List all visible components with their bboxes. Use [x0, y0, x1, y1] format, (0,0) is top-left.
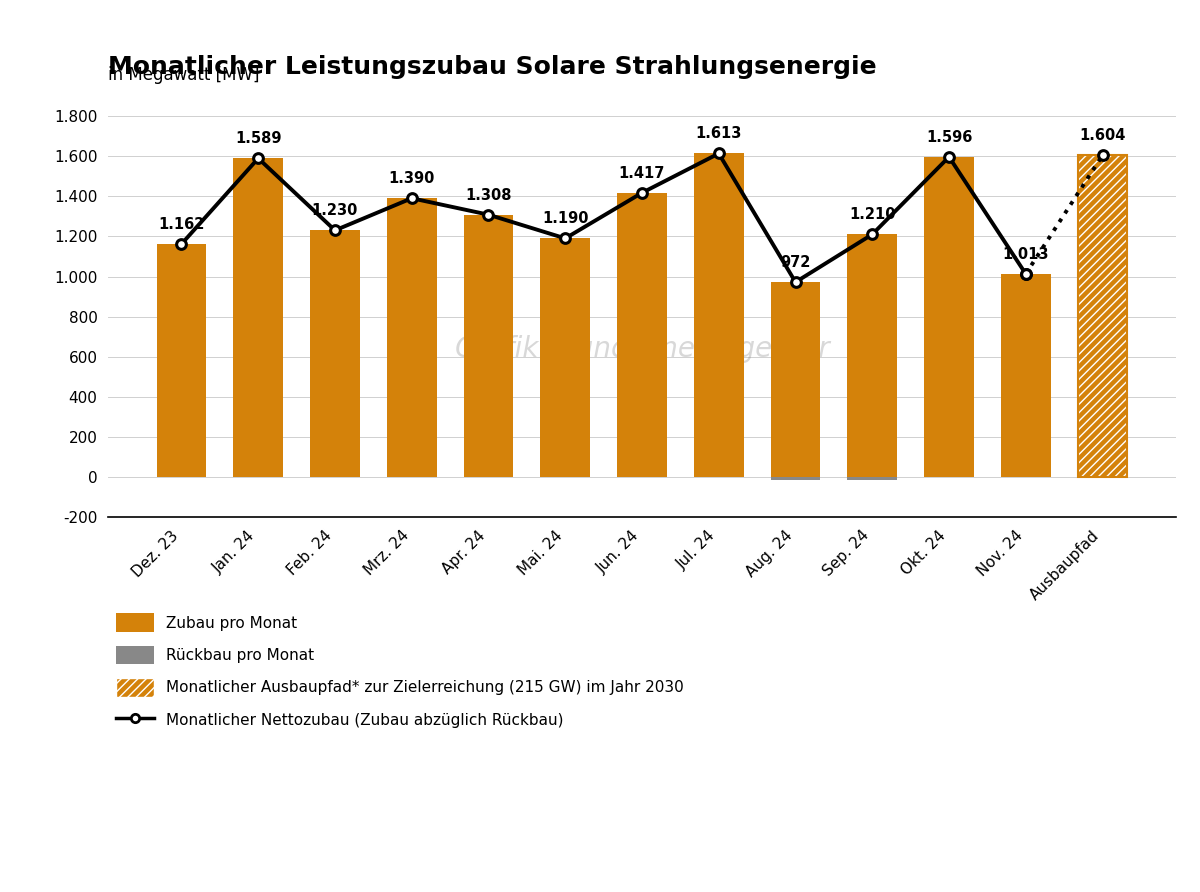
Text: 1.613: 1.613: [696, 127, 742, 142]
Text: 972: 972: [780, 255, 811, 270]
Bar: [463, 215, 514, 477]
Text: 1.190: 1.190: [542, 211, 588, 227]
Text: 1.230: 1.230: [312, 203, 358, 219]
Bar: [386, 198, 437, 477]
Text: 1.162: 1.162: [158, 217, 205, 232]
Bar: [1078, 155, 1128, 477]
Bar: [540, 238, 590, 477]
Text: 1.210: 1.210: [850, 207, 895, 222]
Text: 1.589: 1.589: [235, 131, 282, 146]
Text: 1.013: 1.013: [1002, 247, 1049, 262]
Bar: [1078, 155, 1128, 477]
Text: in Megawatt [MW]: in Megawatt [MW]: [108, 66, 259, 84]
Bar: [1001, 274, 1051, 477]
Bar: [770, 282, 821, 477]
Text: Grafik: Bundesnetzagentur: Grafik: Bundesnetzagentur: [455, 334, 829, 363]
Text: 1.308: 1.308: [466, 187, 511, 202]
Text: 1.596: 1.596: [926, 130, 972, 145]
Bar: [924, 157, 974, 477]
Bar: [310, 230, 360, 477]
Text: 1.417: 1.417: [619, 166, 665, 181]
Bar: [233, 158, 283, 477]
Bar: [770, 477, 821, 480]
Text: 1.604: 1.604: [1079, 128, 1126, 144]
Bar: [156, 244, 206, 477]
Bar: [847, 477, 898, 480]
Text: 1.390: 1.390: [389, 171, 434, 186]
Bar: [694, 153, 744, 477]
Legend: Zubau pro Monat, Rückbau pro Monat, Monatlicher Ausbaupfad* zur Zielerreichung (: Zubau pro Monat, Rückbau pro Monat, Mona…: [115, 614, 684, 729]
Bar: [617, 193, 667, 477]
Text: Monatlicher Leistungszubau Solare Strahlungsenergie: Monatlicher Leistungszubau Solare Strahl…: [108, 55, 877, 79]
Bar: [847, 235, 898, 477]
